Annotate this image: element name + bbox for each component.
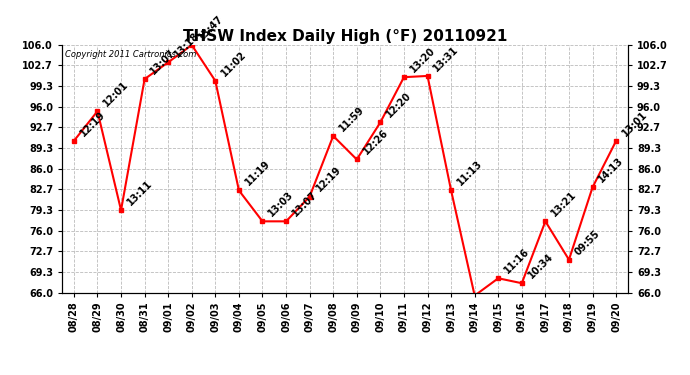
Text: 14:13: 14:13 xyxy=(597,156,626,184)
Text: 13:01: 13:01 xyxy=(620,109,649,138)
Text: Copyright 2011 Cartronics.com: Copyright 2011 Cartronics.com xyxy=(65,50,196,59)
Text: 13:21: 13:21 xyxy=(549,190,578,219)
Text: 12:01: 12:01 xyxy=(101,80,130,108)
Text: 13:47: 13:47 xyxy=(196,13,225,42)
Title: THSW Index Daily High (°F) 20110921: THSW Index Daily High (°F) 20110921 xyxy=(183,29,507,44)
Text: 13:20: 13:20 xyxy=(408,45,437,74)
Text: 12:26: 12:26 xyxy=(361,128,390,157)
Text: 10:34: 10:34 xyxy=(526,252,555,280)
Text: 11:13: 11:13 xyxy=(455,159,484,188)
Text: 13:07: 13:07 xyxy=(149,47,178,76)
Text: 12:19: 12:19 xyxy=(78,109,107,138)
Text: 14:01: 14:01 xyxy=(0,374,1,375)
Text: 11:19: 11:19 xyxy=(243,159,272,188)
Text: 13:11: 13:11 xyxy=(125,178,154,207)
Text: 11:16: 11:16 xyxy=(502,246,531,276)
Text: 12:19: 12:19 xyxy=(314,165,343,194)
Text: 13:07: 13:07 xyxy=(290,190,319,219)
Text: 09:55: 09:55 xyxy=(573,228,602,257)
Text: 13:03: 13:03 xyxy=(266,190,295,219)
Text: 11:02: 11:02 xyxy=(219,49,248,78)
Text: 12:20: 12:20 xyxy=(384,91,413,120)
Text: 13:18: 13:18 xyxy=(172,30,201,60)
Text: 11:59: 11:59 xyxy=(337,104,366,133)
Text: 13:31: 13:31 xyxy=(432,44,461,73)
